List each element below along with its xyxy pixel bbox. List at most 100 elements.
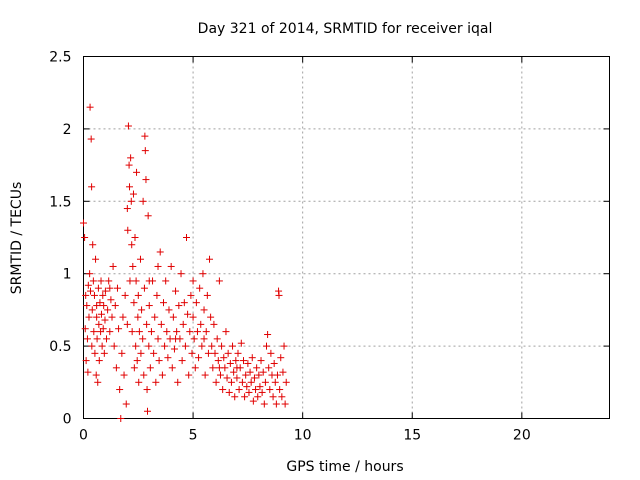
data-point (258, 388, 266, 396)
data-point (143, 320, 151, 328)
data-point (275, 291, 283, 299)
data-point (191, 364, 199, 372)
data-point (95, 320, 103, 328)
data-point (189, 313, 197, 321)
data-point (238, 378, 246, 386)
data-point (119, 313, 127, 321)
data-point (183, 234, 191, 241)
data-point (279, 368, 287, 376)
data-point (93, 335, 101, 343)
data-point (135, 328, 143, 336)
data-point (172, 335, 180, 343)
data-point (167, 262, 175, 270)
data-point (225, 388, 233, 396)
data-point (100, 302, 108, 310)
data-point (95, 357, 103, 365)
data-point (250, 374, 258, 382)
data-point (209, 364, 217, 372)
data-point (155, 357, 163, 365)
data-point (117, 415, 125, 422)
data-point (190, 335, 198, 343)
data-point (99, 291, 107, 299)
data-point (280, 342, 288, 350)
data-point (282, 378, 290, 386)
data-point (97, 277, 105, 285)
data-point (235, 386, 243, 394)
data-point (177, 270, 185, 278)
data-point (127, 154, 135, 162)
data-point (233, 374, 241, 382)
data-point (92, 371, 100, 379)
data-point (193, 328, 201, 336)
data-point (154, 262, 162, 270)
data-point (232, 357, 240, 365)
data-point (259, 368, 267, 376)
data-point (172, 287, 180, 295)
y-tick-label: 0.5 (49, 339, 71, 355)
data-point (211, 349, 219, 357)
data-point (256, 383, 264, 391)
data-point (233, 364, 241, 372)
data-point (123, 320, 131, 328)
data-point (247, 378, 255, 386)
data-point (91, 349, 99, 357)
data-point (261, 378, 269, 386)
data-point (104, 306, 112, 314)
data-point (156, 248, 164, 256)
data-point (239, 357, 247, 365)
data-point (169, 313, 177, 321)
data-point (142, 176, 150, 184)
data-point (214, 357, 222, 365)
data-point (101, 287, 109, 295)
data-point (81, 325, 89, 333)
data-point (245, 388, 253, 396)
data-point (89, 277, 97, 285)
data-point (278, 393, 286, 401)
y-tick-label: 1.5 (49, 194, 71, 210)
data-point (154, 335, 162, 343)
data-point (220, 354, 228, 362)
data-point (215, 364, 223, 372)
data-point (277, 354, 285, 362)
data-point (237, 339, 245, 347)
y-axis-label: SRMTID / TECUs (9, 182, 25, 295)
data-point (116, 386, 124, 394)
data-point (276, 386, 284, 394)
data-point (195, 354, 203, 362)
data-point (187, 291, 195, 299)
data-point (143, 386, 151, 394)
data-point (82, 357, 90, 365)
data-point (112, 364, 120, 372)
data-point (210, 320, 218, 328)
data-point (86, 270, 94, 278)
data-point (189, 277, 197, 285)
data-point (180, 299, 188, 307)
data-point (98, 342, 106, 350)
data-point (83, 335, 91, 343)
data-point (215, 277, 223, 285)
data-point (132, 342, 140, 350)
data-point (96, 299, 104, 307)
data-point (118, 349, 126, 357)
data-point (144, 212, 152, 220)
data-point (135, 378, 143, 386)
data-point (124, 122, 132, 130)
data-point (110, 342, 118, 350)
data-point (134, 291, 142, 299)
data-point (122, 400, 130, 408)
data-point (131, 234, 139, 241)
data-point (201, 371, 209, 379)
data-point (100, 349, 108, 357)
data-point (267, 349, 275, 357)
data-point (84, 368, 92, 376)
data-point (136, 255, 144, 263)
data-point (84, 281, 92, 289)
data-point (281, 400, 289, 408)
data-point (163, 328, 171, 336)
data-point (101, 316, 109, 324)
data-point (199, 270, 207, 278)
x-axis-label: GPS time / hours (286, 459, 403, 475)
data-point (164, 354, 172, 362)
data-point (168, 364, 176, 372)
data-point (260, 400, 268, 408)
